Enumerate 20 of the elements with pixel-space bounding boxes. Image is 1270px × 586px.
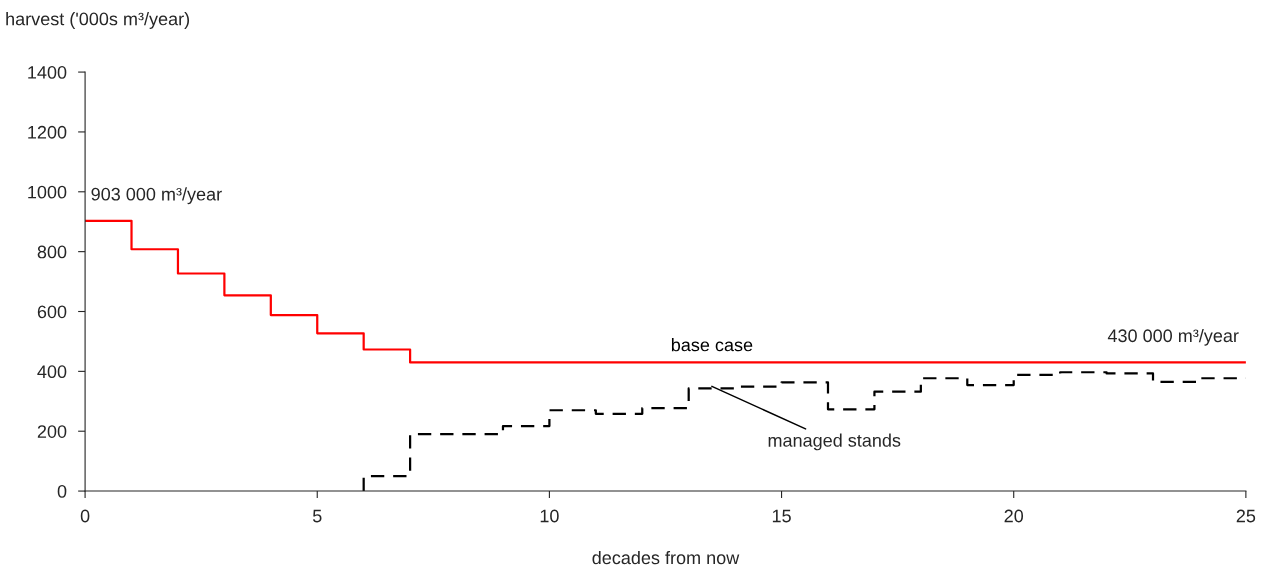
y-tick-label: 800 (37, 245, 67, 259)
y-tick-label: 1000 (28, 185, 67, 199)
y-tick-label: 600 (37, 305, 67, 319)
annotation: 430 000 m³/year (1107, 328, 1239, 346)
annotation: 903 000 m³/year (91, 187, 222, 205)
y-tick-label: 400 (37, 365, 67, 379)
x-tick-label: 20 (1004, 509, 1024, 523)
y-tick-label: 0 (57, 485, 67, 498)
series-label: base case (671, 338, 753, 352)
y-tick-label: 1200 (28, 125, 67, 139)
x-tick-label: 15 (772, 509, 791, 523)
annotation: managed stands (768, 433, 901, 451)
x-tick-label: 10 (540, 509, 559, 523)
x-tick-label: 25 (1236, 509, 1256, 523)
y-tick-label: 200 (37, 425, 67, 438)
x-tick-label: 5 (312, 509, 322, 523)
y-axis-title: harvest ('000s m³/year) (6, 12, 190, 29)
x-tick-label: 0 (80, 509, 90, 523)
x-axis-title: decades from now (592, 550, 740, 565)
y-tick-label: 1400 (28, 66, 67, 79)
